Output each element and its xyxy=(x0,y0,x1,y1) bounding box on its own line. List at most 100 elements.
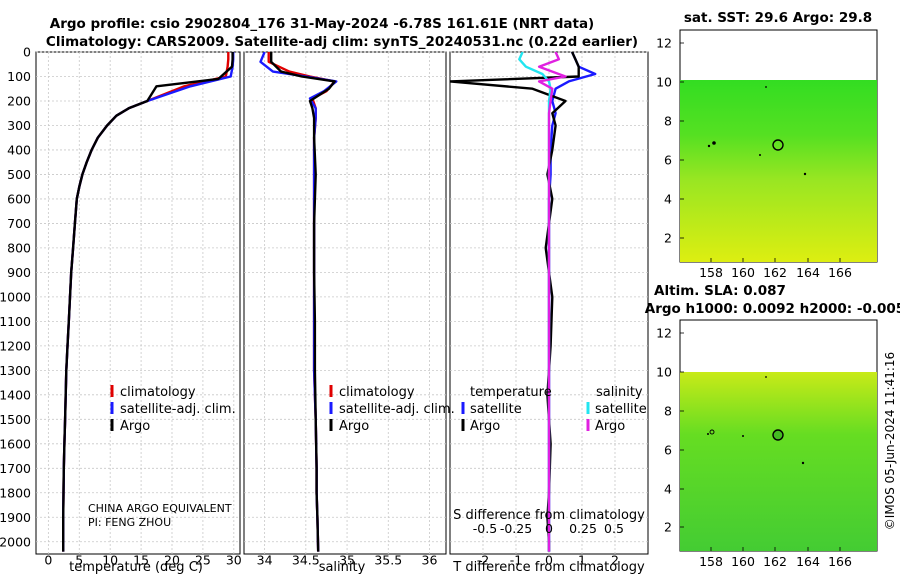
lon-tick-label: 160 xyxy=(731,554,755,569)
sla-field xyxy=(680,372,877,551)
sla-map-features xyxy=(707,376,805,465)
s-difference-axis-label: S difference from climatology xyxy=(453,508,645,523)
lon-tick-label: 166 xyxy=(828,265,852,280)
x-tick-labels: 0 5 10 15 20 25 30 34 34.5 35 35.5 36 -2 -1 0 1 2 xyxy=(44,553,619,568)
x-tick-label: 35 xyxy=(339,553,355,568)
lon-tick-label: 162 xyxy=(763,554,787,569)
s-diff-tick-label: -0.25 xyxy=(500,521,532,536)
sst-map-ticks: 158 160 162 164 166 2 4 6 8 10 12 xyxy=(656,36,852,281)
depth-tick-label: 1500 xyxy=(0,412,31,427)
main-title-line2: Climatology: CARS2009. Satellite-adj cli… xyxy=(46,34,638,50)
legend2-argo-label: Argo xyxy=(339,419,369,434)
x-tick-label: -2 xyxy=(477,553,489,568)
sst-field xyxy=(680,80,877,262)
main-title-line1: Argo profile: csio 2902804_176 31-May-20… xyxy=(50,16,594,32)
depth-tick-label: 1700 xyxy=(0,461,31,476)
depth-tick-label: 100 xyxy=(7,69,31,84)
legend-difference: temperature salinity satellite Argo sate… xyxy=(461,385,647,434)
lon-tick-label: 158 xyxy=(699,265,723,280)
x-tick-label: 34 xyxy=(257,553,273,568)
legend3-temperature-header: temperature xyxy=(470,385,552,400)
series-line-argo xyxy=(270,52,336,552)
x-tick-label: 15 xyxy=(133,553,149,568)
legend3-salt-satellite-label: satellite xyxy=(595,402,647,417)
depth-tick-label: 1100 xyxy=(0,314,31,329)
island-dot xyxy=(742,435,744,437)
lat-tick-label: 8 xyxy=(664,404,672,419)
island-dot xyxy=(765,376,767,378)
legend-climatology-label: climatology xyxy=(120,385,196,400)
depth-tick-label: 1300 xyxy=(0,363,31,378)
lon-tick-label: 160 xyxy=(731,265,755,280)
series-line-salinity-argo xyxy=(537,52,567,552)
depth-tick-label: 800 xyxy=(7,240,31,255)
t-difference-axis-label: T difference from climatology xyxy=(452,560,645,575)
depth-tick-label: 1800 xyxy=(0,485,31,500)
island-dot xyxy=(707,433,709,435)
legend3-temp-argo-label: Argo xyxy=(470,419,500,434)
x-tick-label: 25 xyxy=(195,553,211,568)
legend-satellite-label: satellite-adj. clim. xyxy=(120,402,236,417)
legend2-climatology-label: climatology xyxy=(339,385,415,400)
lat-tick-label: 12 xyxy=(656,36,672,51)
depth-tick-label: 1400 xyxy=(0,387,31,402)
x-tick-label: 10 xyxy=(102,553,118,568)
x-tick-label: 1 xyxy=(578,553,586,568)
legend-argo-label: Argo xyxy=(120,419,150,434)
x-tick-label: 2 xyxy=(611,553,619,568)
lon-tick-label: 164 xyxy=(796,265,820,280)
depth-tick-label: 200 xyxy=(7,93,31,108)
lat-tick-label: 2 xyxy=(664,231,672,246)
x-tick-label: 0 xyxy=(545,553,553,568)
lon-tick-label: 166 xyxy=(828,554,852,569)
s-diff-tick-label: 0.5 xyxy=(604,521,624,536)
grid-lines xyxy=(36,51,648,554)
depth-tick-label: 700 xyxy=(7,216,31,231)
x-tick-label: 34.5 xyxy=(292,553,320,568)
island-dot xyxy=(707,144,711,148)
sst-map-title: sat. SST: 29.6 Argo: 29.8 xyxy=(684,10,872,26)
temperature-panel xyxy=(35,51,241,555)
lat-tick-label: 10 xyxy=(656,75,672,90)
depth-tick-label: 1000 xyxy=(0,289,31,304)
lon-tick-label: 162 xyxy=(763,265,787,280)
x-tick-label: 36 xyxy=(422,553,438,568)
island-dot xyxy=(803,172,807,176)
legend3-salinity-header: salinity xyxy=(596,385,643,400)
depth-tick-label: 900 xyxy=(7,265,31,280)
depth-tick-label: 2000 xyxy=(0,534,31,549)
series-line-argo xyxy=(62,52,234,552)
sst-map-features xyxy=(707,86,807,176)
salinity-axis-label: salinity xyxy=(319,560,366,575)
salinity-panel xyxy=(243,51,447,555)
sla-map-ticks: 158 160 162 164 166 2 4 6 8 10 12 xyxy=(656,326,852,570)
lat-tick-label: 4 xyxy=(664,192,672,207)
imos-timestamp-label: ©IMOS 05-Jun-2024 11:41:16 xyxy=(883,352,897,530)
legend-temperature: climatology satellite-adj. clim. Argo xyxy=(110,385,236,434)
island-dot xyxy=(765,86,767,88)
s-diff-tick-label: 0.25 xyxy=(569,521,597,536)
legend3-salt-argo-label: Argo xyxy=(595,419,625,434)
x-tick-label: 0 xyxy=(44,553,52,568)
legend3-temp-satellite-label: satellite xyxy=(470,402,522,417)
s-diff-tick-label: -0.5 xyxy=(473,521,497,536)
argo-position-marker-sla xyxy=(772,429,784,441)
legend2-satellite-label: satellite-adj. clim. xyxy=(339,402,455,417)
lat-tick-label: 2 xyxy=(664,520,672,535)
x-tick-label: -1 xyxy=(510,553,522,568)
s-difference-tick-labels: -0.5 -0.25 0 0.25 0.5 xyxy=(473,521,624,536)
depth-tick-label: 1200 xyxy=(0,338,31,353)
depth-tick-label: 400 xyxy=(7,142,31,157)
lat-tick-label: 6 xyxy=(664,443,672,458)
island-dot xyxy=(712,141,716,145)
credit-line2: PI: FENG ZHOU xyxy=(88,516,171,529)
island-dot xyxy=(709,429,715,435)
x-tick-label: 20 xyxy=(164,553,180,568)
temperature-axis-label: temperature (deg C) xyxy=(69,560,203,575)
lat-tick-label: 10 xyxy=(656,365,672,380)
depth-tick-label: 600 xyxy=(7,191,31,206)
argo-position-marker-sst xyxy=(772,139,784,151)
lat-tick-label: 8 xyxy=(664,114,672,129)
x-tick-label: 30 xyxy=(226,553,242,568)
